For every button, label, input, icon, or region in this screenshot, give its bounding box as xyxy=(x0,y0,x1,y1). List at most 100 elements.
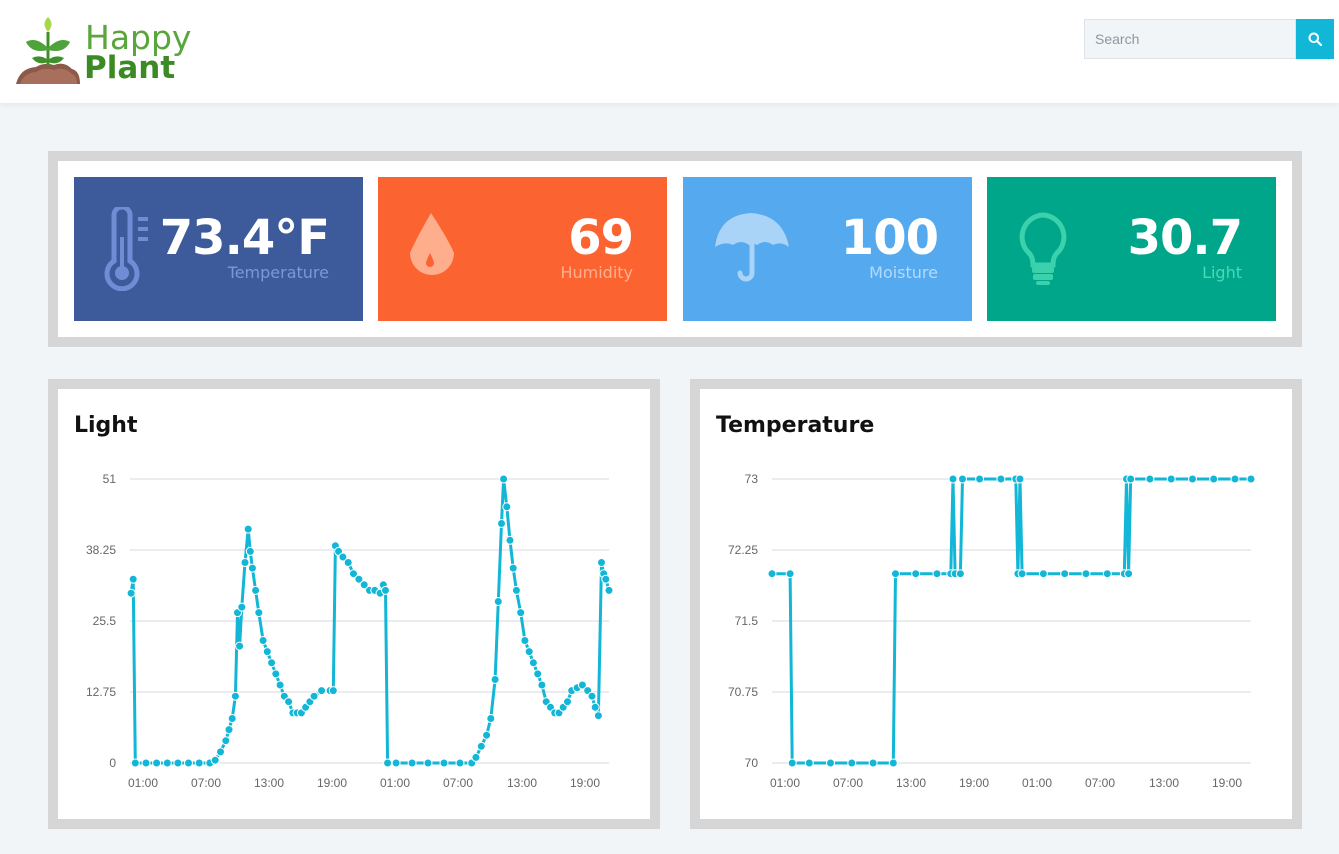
data-point[interactable] xyxy=(141,758,151,768)
data-point[interactable] xyxy=(948,474,958,484)
data-point[interactable] xyxy=(254,608,264,618)
data-point[interactable] xyxy=(524,647,534,657)
data-point[interactable] xyxy=(1126,474,1136,484)
data-point[interactable] xyxy=(1230,474,1240,484)
data-point[interactable] xyxy=(184,758,193,768)
data-point[interactable] xyxy=(237,602,247,612)
data-point[interactable] xyxy=(240,558,250,567)
data-point[interactable] xyxy=(439,758,449,768)
data-point[interactable] xyxy=(1038,569,1048,579)
data-point[interactable] xyxy=(328,686,338,696)
data-point[interactable] xyxy=(604,585,614,595)
data-point[interactable] xyxy=(338,552,348,562)
data-point[interactable] xyxy=(227,714,237,723)
data-point[interactable] xyxy=(275,680,285,690)
data-point[interactable] xyxy=(221,736,231,746)
data-point[interactable] xyxy=(497,519,506,528)
data-point[interactable] xyxy=(955,569,965,579)
data-point[interactable] xyxy=(1015,474,1025,484)
data-point[interactable] xyxy=(216,747,225,757)
data-point[interactable] xyxy=(173,758,183,768)
data-point[interactable] xyxy=(804,758,814,768)
data-point[interactable] xyxy=(787,758,797,768)
data-point[interactable] xyxy=(130,758,140,768)
data-point[interactable] xyxy=(785,569,795,579)
data-point[interactable] xyxy=(423,758,433,768)
data-point[interactable] xyxy=(455,758,465,768)
data-point[interactable] xyxy=(210,755,220,765)
data-point[interactable] xyxy=(1188,474,1197,484)
data-point[interactable] xyxy=(262,647,272,657)
data-point[interactable] xyxy=(486,714,496,723)
data-point[interactable] xyxy=(505,535,515,545)
data-point[interactable] xyxy=(1209,474,1219,484)
data-point[interactable] xyxy=(243,524,253,534)
data-point[interactable] xyxy=(563,697,572,707)
data-point[interactable] xyxy=(194,758,204,768)
data-point[interactable] xyxy=(476,741,486,751)
data-point[interactable] xyxy=(593,711,603,721)
data-point[interactable] xyxy=(128,574,138,584)
data-point[interactable] xyxy=(911,569,921,579)
data-point[interactable] xyxy=(590,702,600,712)
data-point[interactable] xyxy=(482,730,492,740)
search-input[interactable] xyxy=(1084,19,1296,59)
data-point[interactable] xyxy=(235,641,245,651)
data-point[interactable] xyxy=(258,636,268,645)
data-point[interactable] xyxy=(601,574,611,584)
data-point[interactable] xyxy=(891,569,900,579)
data-point[interactable] xyxy=(958,474,967,484)
search-button[interactable] xyxy=(1296,19,1334,59)
data-point[interactable] xyxy=(1102,569,1112,579)
data-point[interactable] xyxy=(1166,474,1176,484)
logo[interactable]: Happy Plant xyxy=(14,14,194,88)
data-point[interactable] xyxy=(381,585,390,595)
data-point[interactable] xyxy=(343,558,353,567)
data-point[interactable] xyxy=(359,580,369,590)
data-point[interactable] xyxy=(247,563,257,573)
data-point[interactable] xyxy=(493,597,503,606)
data-point[interactable] xyxy=(767,569,777,579)
data-point[interactable] xyxy=(1081,569,1091,579)
data-point[interactable] xyxy=(1145,474,1155,484)
data-point[interactable] xyxy=(471,752,481,762)
data-point[interactable] xyxy=(383,758,393,768)
data-point[interactable] xyxy=(230,691,240,701)
data-point[interactable] xyxy=(516,608,526,618)
data-point[interactable] xyxy=(317,686,327,696)
data-point[interactable] xyxy=(354,574,364,584)
data-point[interactable] xyxy=(224,725,234,735)
data-point[interactable] xyxy=(528,658,538,668)
data-point[interactable] xyxy=(349,569,358,579)
data-point[interactable] xyxy=(1060,569,1070,579)
data-point[interactable] xyxy=(284,697,294,707)
data-point[interactable] xyxy=(499,474,509,484)
data-point[interactable] xyxy=(1017,569,1027,579)
data-point[interactable] xyxy=(502,502,512,512)
data-point[interactable] xyxy=(533,669,543,679)
data-point[interactable] xyxy=(888,758,898,768)
data-point[interactable] xyxy=(537,680,547,690)
data-point[interactable] xyxy=(975,474,985,484)
data-point[interactable] xyxy=(126,588,136,598)
data-point[interactable] xyxy=(1246,474,1256,484)
data-point[interactable] xyxy=(868,758,878,768)
data-point[interactable] xyxy=(520,636,530,645)
data-point[interactable] xyxy=(847,758,857,768)
data-point[interactable] xyxy=(826,758,835,768)
data-point[interactable] xyxy=(511,585,521,595)
data-point[interactable] xyxy=(577,680,587,690)
data-point[interactable] xyxy=(597,558,606,567)
data-point[interactable] xyxy=(267,658,277,668)
data-point[interactable] xyxy=(508,563,518,573)
data-point[interactable] xyxy=(271,669,281,679)
data-point[interactable] xyxy=(152,758,162,768)
data-point[interactable] xyxy=(309,691,319,701)
data-point[interactable] xyxy=(932,569,942,579)
data-point[interactable] xyxy=(251,585,261,595)
data-point[interactable] xyxy=(391,758,401,768)
data-point[interactable] xyxy=(245,546,255,556)
data-point[interactable] xyxy=(162,758,172,768)
data-point[interactable] xyxy=(407,758,417,768)
data-point[interactable] xyxy=(490,675,500,684)
